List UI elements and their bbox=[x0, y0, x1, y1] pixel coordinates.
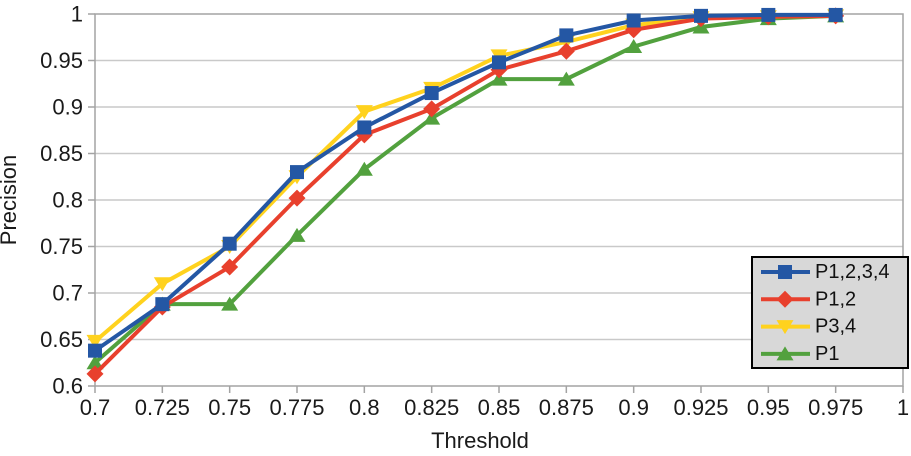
legend-label: P1,2,3,4 bbox=[815, 261, 890, 283]
y-tick-label: 0.85 bbox=[40, 141, 83, 166]
series-line bbox=[93, 12, 836, 353]
data-point bbox=[222, 236, 237, 251]
y-tick-label: 0.7 bbox=[52, 281, 83, 306]
x-tick-label: 0.725 bbox=[135, 395, 190, 420]
legend-item: P1,2,3,4 bbox=[761, 261, 890, 283]
x-tick-label: 0.75 bbox=[208, 395, 251, 420]
data-point bbox=[492, 55, 506, 70]
y-tick-label: 0.75 bbox=[40, 234, 83, 259]
series-P1234 bbox=[88, 7, 843, 358]
data-point bbox=[423, 110, 441, 125]
data-point bbox=[153, 277, 171, 292]
data-point bbox=[559, 28, 574, 43]
legend: P1,2,3,4 P1,2 P3,4 P1 bbox=[751, 256, 909, 369]
legend-label: P3,4 bbox=[815, 316, 856, 338]
data-point bbox=[557, 71, 575, 86]
legend-swatch-marker bbox=[776, 320, 794, 335]
legend-item: P1 bbox=[761, 343, 839, 365]
data-point bbox=[88, 343, 102, 358]
data-point bbox=[290, 165, 304, 180]
legend-label: P1,2 bbox=[815, 288, 856, 310]
x-tick-label: 1 bbox=[897, 395, 909, 420]
x-tick-label: 0.925 bbox=[673, 395, 728, 420]
series-line bbox=[93, 13, 836, 365]
data-point bbox=[557, 42, 575, 60]
legend-item: P3,4 bbox=[761, 316, 856, 338]
data-point bbox=[355, 105, 373, 120]
data-point bbox=[288, 227, 306, 242]
y-axis-title: Precision bbox=[0, 155, 21, 245]
data-point bbox=[221, 296, 239, 311]
data-point bbox=[490, 71, 508, 86]
legend-swatch-marker bbox=[776, 346, 794, 361]
y-tick-label: 0.65 bbox=[40, 327, 83, 352]
data-point bbox=[625, 39, 643, 54]
data-point bbox=[288, 189, 306, 207]
legend-label: P1 bbox=[815, 343, 839, 365]
x-tick-label: 0.825 bbox=[404, 395, 459, 420]
data-point bbox=[355, 161, 373, 176]
x-tick-label: 0.9 bbox=[618, 395, 649, 420]
x-tick-label: 0.8 bbox=[349, 395, 380, 420]
y-tick-label: 0.6 bbox=[52, 374, 83, 399]
x-tick-label: 0.7 bbox=[80, 395, 111, 420]
data-point bbox=[221, 258, 239, 276]
data-point bbox=[423, 100, 441, 118]
data-point bbox=[86, 365, 104, 383]
data-point bbox=[761, 7, 776, 22]
y-tick-label: 0.9 bbox=[52, 95, 83, 120]
data-point bbox=[86, 355, 104, 370]
data-point bbox=[694, 8, 708, 23]
x-tick-label: 0.775 bbox=[269, 395, 324, 420]
data-point bbox=[828, 7, 843, 22]
legend-item: P1,2 bbox=[761, 288, 856, 310]
x-axis-title: Threshold bbox=[431, 428, 529, 453]
data-point bbox=[626, 13, 641, 28]
series-line bbox=[93, 13, 836, 376]
y-tick-label: 1 bbox=[71, 2, 83, 27]
data-point bbox=[86, 334, 104, 349]
data-point bbox=[355, 126, 373, 144]
x-tick-label: 0.875 bbox=[539, 395, 594, 420]
legend-swatch-marker bbox=[776, 290, 794, 308]
x-tick-label: 0.975 bbox=[808, 395, 863, 420]
plot-area: 0.6 0.65 0.7 0.75 0.8 0.85 0.9 0.95 1 0.7 0.725 0.7… bbox=[40, 2, 909, 421]
y-tick-label: 0.8 bbox=[52, 188, 83, 213]
x-tick-label: 0.85 bbox=[478, 395, 521, 420]
data-point bbox=[424, 86, 439, 101]
x-tick-label: 0.95 bbox=[747, 395, 790, 420]
series-P12 bbox=[86, 7, 845, 383]
data-point bbox=[357, 120, 372, 135]
y-tick-label: 0.95 bbox=[40, 48, 83, 73]
data-point bbox=[155, 297, 170, 312]
series-P1 bbox=[86, 8, 845, 370]
legend-swatch-marker bbox=[778, 265, 792, 279]
